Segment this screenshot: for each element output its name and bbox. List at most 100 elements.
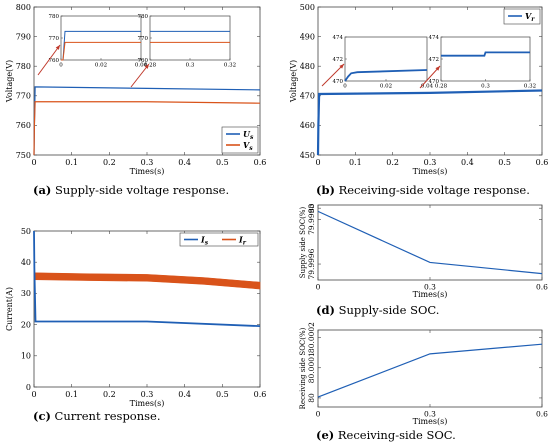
chart-a-inset-1-xtick-label: 0 (59, 63, 63, 69)
chart-b-inset-2-ytick-label: 474 (429, 35, 440, 41)
chart-a-xtick-label: 0 (31, 158, 36, 167)
chart-c-ytick-label: 50 (21, 227, 31, 236)
chart-a-zoom-arrow-1 (37, 44, 61, 76)
chart-a-inset-1-frame (60, 15, 142, 61)
chart-c: 0 0.1 0.2 0.3 0.4 0.5 0.6 0 10 20 30 40 50 Times(s) Cu… (5, 227, 266, 408)
chart-c-plot-frame (33, 230, 261, 388)
chart-b-xtick-label: 0 (315, 158, 320, 167)
chart-a-ytick-label: 770 (16, 92, 31, 101)
chart-d-ytick-label: 79.9993 (307, 204, 316, 235)
chart-b-ytick-label: 460 (300, 121, 315, 130)
chart-b-ytick-label: 480 (300, 62, 315, 71)
chart-b-inset-2-frame (440, 36, 531, 82)
chart-b-ytick-label: 470 (300, 92, 315, 101)
chart-d-xtick-label: 0.6 (536, 283, 548, 292)
chart-a-inset-2-frame (149, 15, 231, 61)
chart-c-ytick-label: 20 (21, 320, 31, 329)
chart-b-inset-1-frame (344, 36, 428, 82)
chart-b-inset-2-ytick-label: 470 (429, 79, 440, 85)
chart-b-inset-1-ytick-label: 470 (333, 79, 344, 85)
chart-e-xtick-label: 0 (316, 410, 321, 419)
chart-a-inset-1-ytick-label: 770 (49, 36, 60, 42)
chart-a-zoom-arrow-2 (130, 63, 150, 88)
caption-d: (d) Supply-side SOC. (316, 303, 440, 317)
chart-b-inset-2-xtick-label: 0.3 (481, 84, 490, 90)
chart-b-inset-1-xtick-label: 0.02 (380, 84, 392, 90)
chart-a-inset-2-ytick-label: 770 (138, 36, 149, 42)
chart-c-xlabel: Times(s) (130, 399, 165, 408)
chart-c-legend-entry: Is (200, 235, 209, 247)
chart-a-zoom-arrow-1-head (55, 45, 60, 50)
chart-a-zoom-arrow-2-head (144, 64, 149, 69)
chart-a-inset-2-ytick-label: 780 (138, 14, 149, 20)
chart-d-ytick-label: 79.9996 (307, 248, 316, 279)
chart-a-legend-entry: Vs (243, 140, 253, 152)
chart-c-ytick-label: 40 (21, 258, 31, 267)
chart-b-ytick-label: 450 (300, 151, 315, 160)
chart-b-inset-1-series-line (344, 69, 428, 82)
chart-a-xlabel: Times(s) (130, 167, 165, 176)
chart-d-xtick-label: 0.3 (424, 283, 436, 292)
chart-d-xlabel: Times(s) (413, 290, 448, 299)
caption-c: (c) Current response. (33, 409, 161, 423)
chart-e-xtick-label: 0.3 (424, 410, 436, 419)
chart-a-xtick-label: 0.1 (65, 158, 78, 167)
chart-a-inset-2-xtick-label: 0.32 (224, 63, 236, 69)
chart-b-zoom-arrow-2-head (435, 66, 440, 71)
caption-b: (b) Receiving-side voltage response. (316, 183, 530, 197)
chart-a-xtick-label: 0.4 (178, 158, 191, 167)
chart-c-series-band (33, 272, 261, 290)
chart-e-series-line (317, 343, 543, 398)
chart-a-series-line (33, 101, 261, 156)
chart-a: 0 0.1 0.2 0.3 0.4 0.5 0.6 750 760 770 780 790 800 Tim… (5, 3, 266, 176)
chart-a-ytick-label: 790 (16, 32, 31, 41)
chart-b-inset-1-ytick-label: 472 (333, 57, 344, 63)
chart-e-plot-frame (317, 329, 543, 408)
chart-b-inset-2-ytick-label: 472 (429, 57, 440, 63)
chart-b-inset-1-xtick-label: 0 (343, 84, 347, 90)
chart-c-xtick-label: 0.1 (65, 390, 78, 399)
chart-c-legend (179, 232, 259, 247)
chart-a-xtick-label: 0.2 (103, 158, 116, 167)
chart-b-ylabel: Voltage(V) (289, 60, 298, 103)
chart-d-plot-frame (317, 204, 543, 281)
chart-b-zoom-arrow-2 (419, 65, 441, 89)
chart-b-xlabel: Times(s) (413, 167, 448, 176)
chart-c-ytick-label: 10 (21, 352, 31, 361)
chart-b-zoom-arrow-1 (321, 63, 345, 87)
chart-c-xtick-label: 0.4 (178, 390, 191, 399)
chart-a-inset-1-ytick-label: 760 (49, 58, 60, 64)
chart-a-inset-2-xtick-label: 0.3 (186, 63, 195, 69)
chart-d-xtick-label: 0 (316, 283, 321, 292)
chart-a-xtick-label: 0.5 (216, 158, 229, 167)
chart-d-ylabel: Supply side SOC(%) (299, 207, 307, 279)
chart-a-ytick-label: 750 (16, 151, 31, 160)
chart-a-inset-1-ytick-label: 780 (49, 14, 60, 20)
chart-b-legend-entry: Vr (525, 11, 535, 23)
chart-a-ylabel: Voltage(V) (5, 60, 14, 103)
chart-c-ytick-label: 30 (21, 289, 31, 298)
chart-b-inset-1-xtick-label: 0.04 (421, 84, 434, 90)
chart-b-inset-2-xtick-label: 0.32 (524, 84, 536, 90)
chart-e-ytick-label: 80.0001 (307, 352, 316, 383)
chart-e-ylabel: Receiving side SOC(%) (299, 327, 307, 409)
chart-b-xtick-label: 0.3 (424, 158, 437, 167)
chart-e-ytick-label: 80.0002 (307, 322, 316, 353)
chart-d-ytick-label: 80 (307, 203, 316, 213)
chart-b: 0 0.1 0.2 0.3 0.4 0.5 0.6 450 460 470 480 490 500 Tim… (289, 3, 548, 176)
chart-a-ytick-label: 780 (16, 62, 31, 71)
chart-e-ytick-label: 80 (307, 393, 316, 403)
chart-a-inset-1-series-line (61, 41, 141, 61)
caption-a: (a) Supply-side voltage response. (33, 183, 230, 197)
chart-b-xtick-label: 0.4 (461, 158, 474, 167)
chart-a-inset-2-ytick-label: 760 (138, 58, 149, 64)
chart-c-series-line (33, 230, 261, 328)
chart-e-xlabel: Times(s) (413, 417, 448, 426)
chart-c-xtick-label: 0.3 (141, 390, 154, 399)
chart-c-xtick-label: 0 (31, 390, 36, 399)
chart-b-zoom-arrow-1-head (339, 64, 344, 69)
chart-a-xtick-label: 0.3 (141, 158, 154, 167)
chart-b-inset-2-xtick-label: 0.28 (435, 84, 448, 90)
chart-a-inset-2-xtick-label: 0.28 (144, 63, 157, 69)
